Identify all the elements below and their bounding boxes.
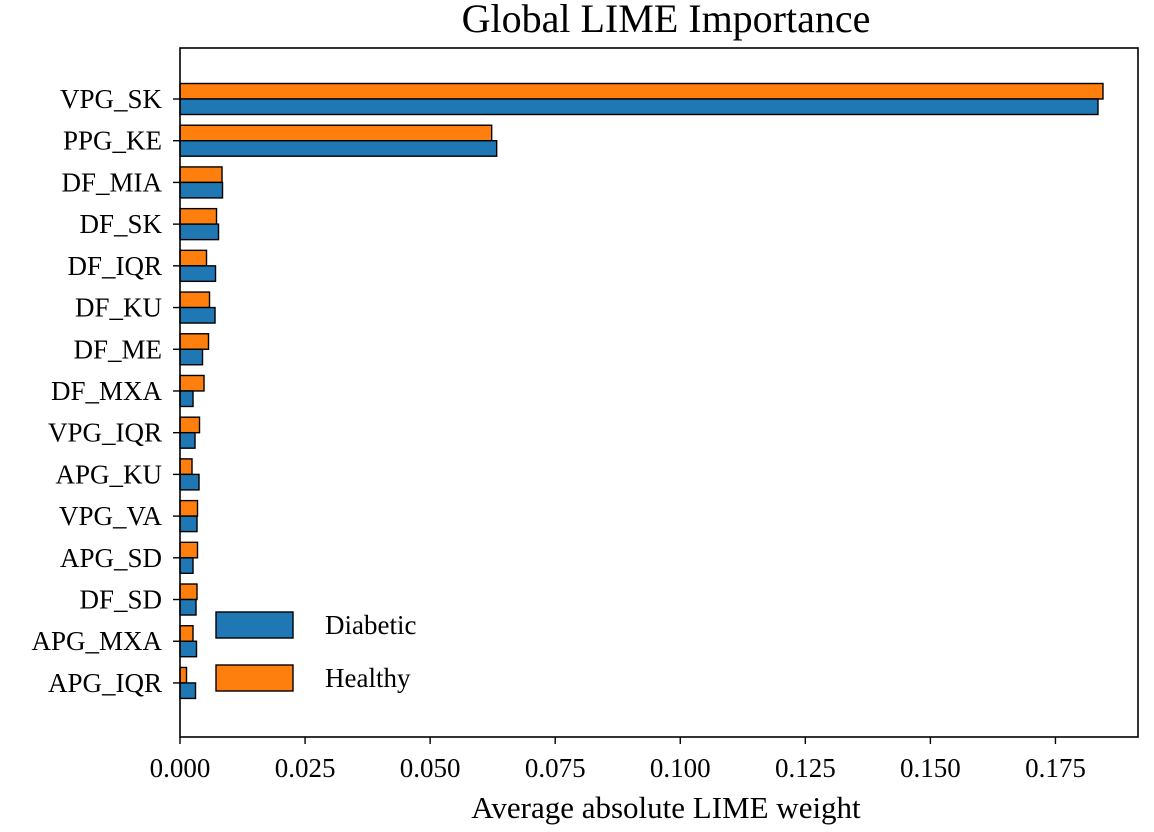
bar-diabetic-ppg-ke — [179, 140, 498, 157]
y-tick-label: DF_KU — [75, 293, 162, 323]
x-tick-label: 0.150 — [900, 753, 961, 783]
bar-healthy-apg-iqr — [179, 666, 188, 684]
legend-label-diabetic: Diabetic — [325, 610, 416, 640]
bar-diabetic-apg-sd — [179, 557, 194, 575]
bar-healthy-apg-sd — [179, 541, 199, 559]
legend-swatch-diabetic — [215, 611, 294, 639]
y-tick-label: APG_SD — [60, 543, 162, 573]
bar-diabetic-df-sk — [179, 223, 220, 241]
bar-healthy-ppg-ke — [179, 124, 493, 142]
bar-diabetic-apg-iqr — [179, 682, 197, 700]
x-axis: 0.000 0.025 0.050 0.075 0.100 0.125 0.150 0.175 — [150, 737, 1086, 783]
y-tick-label: VPG_IQR — [48, 418, 162, 448]
legend-label-healthy: Healthy — [325, 663, 411, 693]
y-tick-label: DF_MIA — [61, 167, 162, 197]
legend-swatch-healthy — [215, 664, 294, 692]
bar-healthy-df-me — [179, 333, 210, 350]
y-tick-label: VPG_SK — [60, 84, 163, 114]
bar-diabetic-df-me — [179, 348, 204, 366]
bar-healthy-df-mxa — [179, 374, 205, 392]
y-tick-label: DF_MXA — [51, 376, 163, 406]
bar-healthy-df-sk — [179, 207, 218, 225]
plot-frame — [179, 47, 1139, 738]
bar-diabetic-apg-ku — [179, 473, 200, 491]
x-tick-label: 0.075 — [525, 753, 586, 783]
y-tick-label: APG_MXA — [31, 626, 162, 656]
bar-diabetic-df-ku — [179, 306, 216, 324]
x-tick-label: 0.000 — [150, 753, 211, 783]
bar-diabetic-df-sd — [179, 598, 197, 616]
y-tick-label: DF_IQR — [67, 251, 162, 281]
y-tick-label: DF_SK — [79, 209, 162, 239]
chart-title: Global LIME Importance — [462, 0, 871, 41]
bar-healthy-df-mia — [179, 166, 223, 184]
bar-diabetic-df-mxa — [179, 390, 194, 408]
bar-diabetic-vpg-va — [179, 515, 198, 533]
y-tick-label: DF_SD — [79, 585, 162, 615]
y-axis: VPG_SK PPG_KE DF_MIA DF_SK DF_IQR DF_KU DF_ME D… — [31, 84, 180, 698]
x-tick-label: 0.100 — [650, 753, 711, 783]
bars-layer — [179, 82, 1104, 700]
bar-diabetic-vpg-iqr — [179, 431, 196, 449]
x-tick-label: 0.125 — [775, 753, 836, 783]
bar-healthy-vpg-sk — [179, 82, 1104, 100]
bar-diabetic-apg-mxa — [179, 640, 198, 658]
y-tick-label: APG_IQR — [48, 668, 162, 698]
bar-healthy-vpg-va — [179, 499, 199, 517]
legend: Diabetic Healthy — [215, 610, 416, 693]
y-tick-label: APG_KU — [55, 459, 162, 489]
bar-healthy-apg-mxa — [179, 625, 194, 642]
x-tick-label: 0.050 — [400, 753, 461, 783]
bar-diabetic-vpg-sk — [179, 98, 1099, 116]
x-tick-label: 0.025 — [275, 753, 336, 783]
bar-diabetic-df-mia — [179, 181, 224, 199]
y-tick-label: DF_ME — [73, 334, 162, 364]
bar-healthy-df-sd — [179, 583, 198, 601]
x-axis-label: Average absolute LIME weight — [471, 790, 861, 825]
bar-healthy-vpg-iqr — [179, 416, 201, 434]
x-tick-label: 0.175 — [1025, 753, 1086, 783]
bar-healthy-apg-ku — [179, 458, 193, 476]
bar-healthy-df-ku — [179, 291, 211, 309]
y-tick-label: VPG_VA — [59, 501, 163, 531]
y-tick-label: PPG_KE — [63, 126, 162, 156]
bar-diabetic-df-iqr — [179, 265, 217, 283]
bar-healthy-df-iqr — [179, 249, 208, 267]
